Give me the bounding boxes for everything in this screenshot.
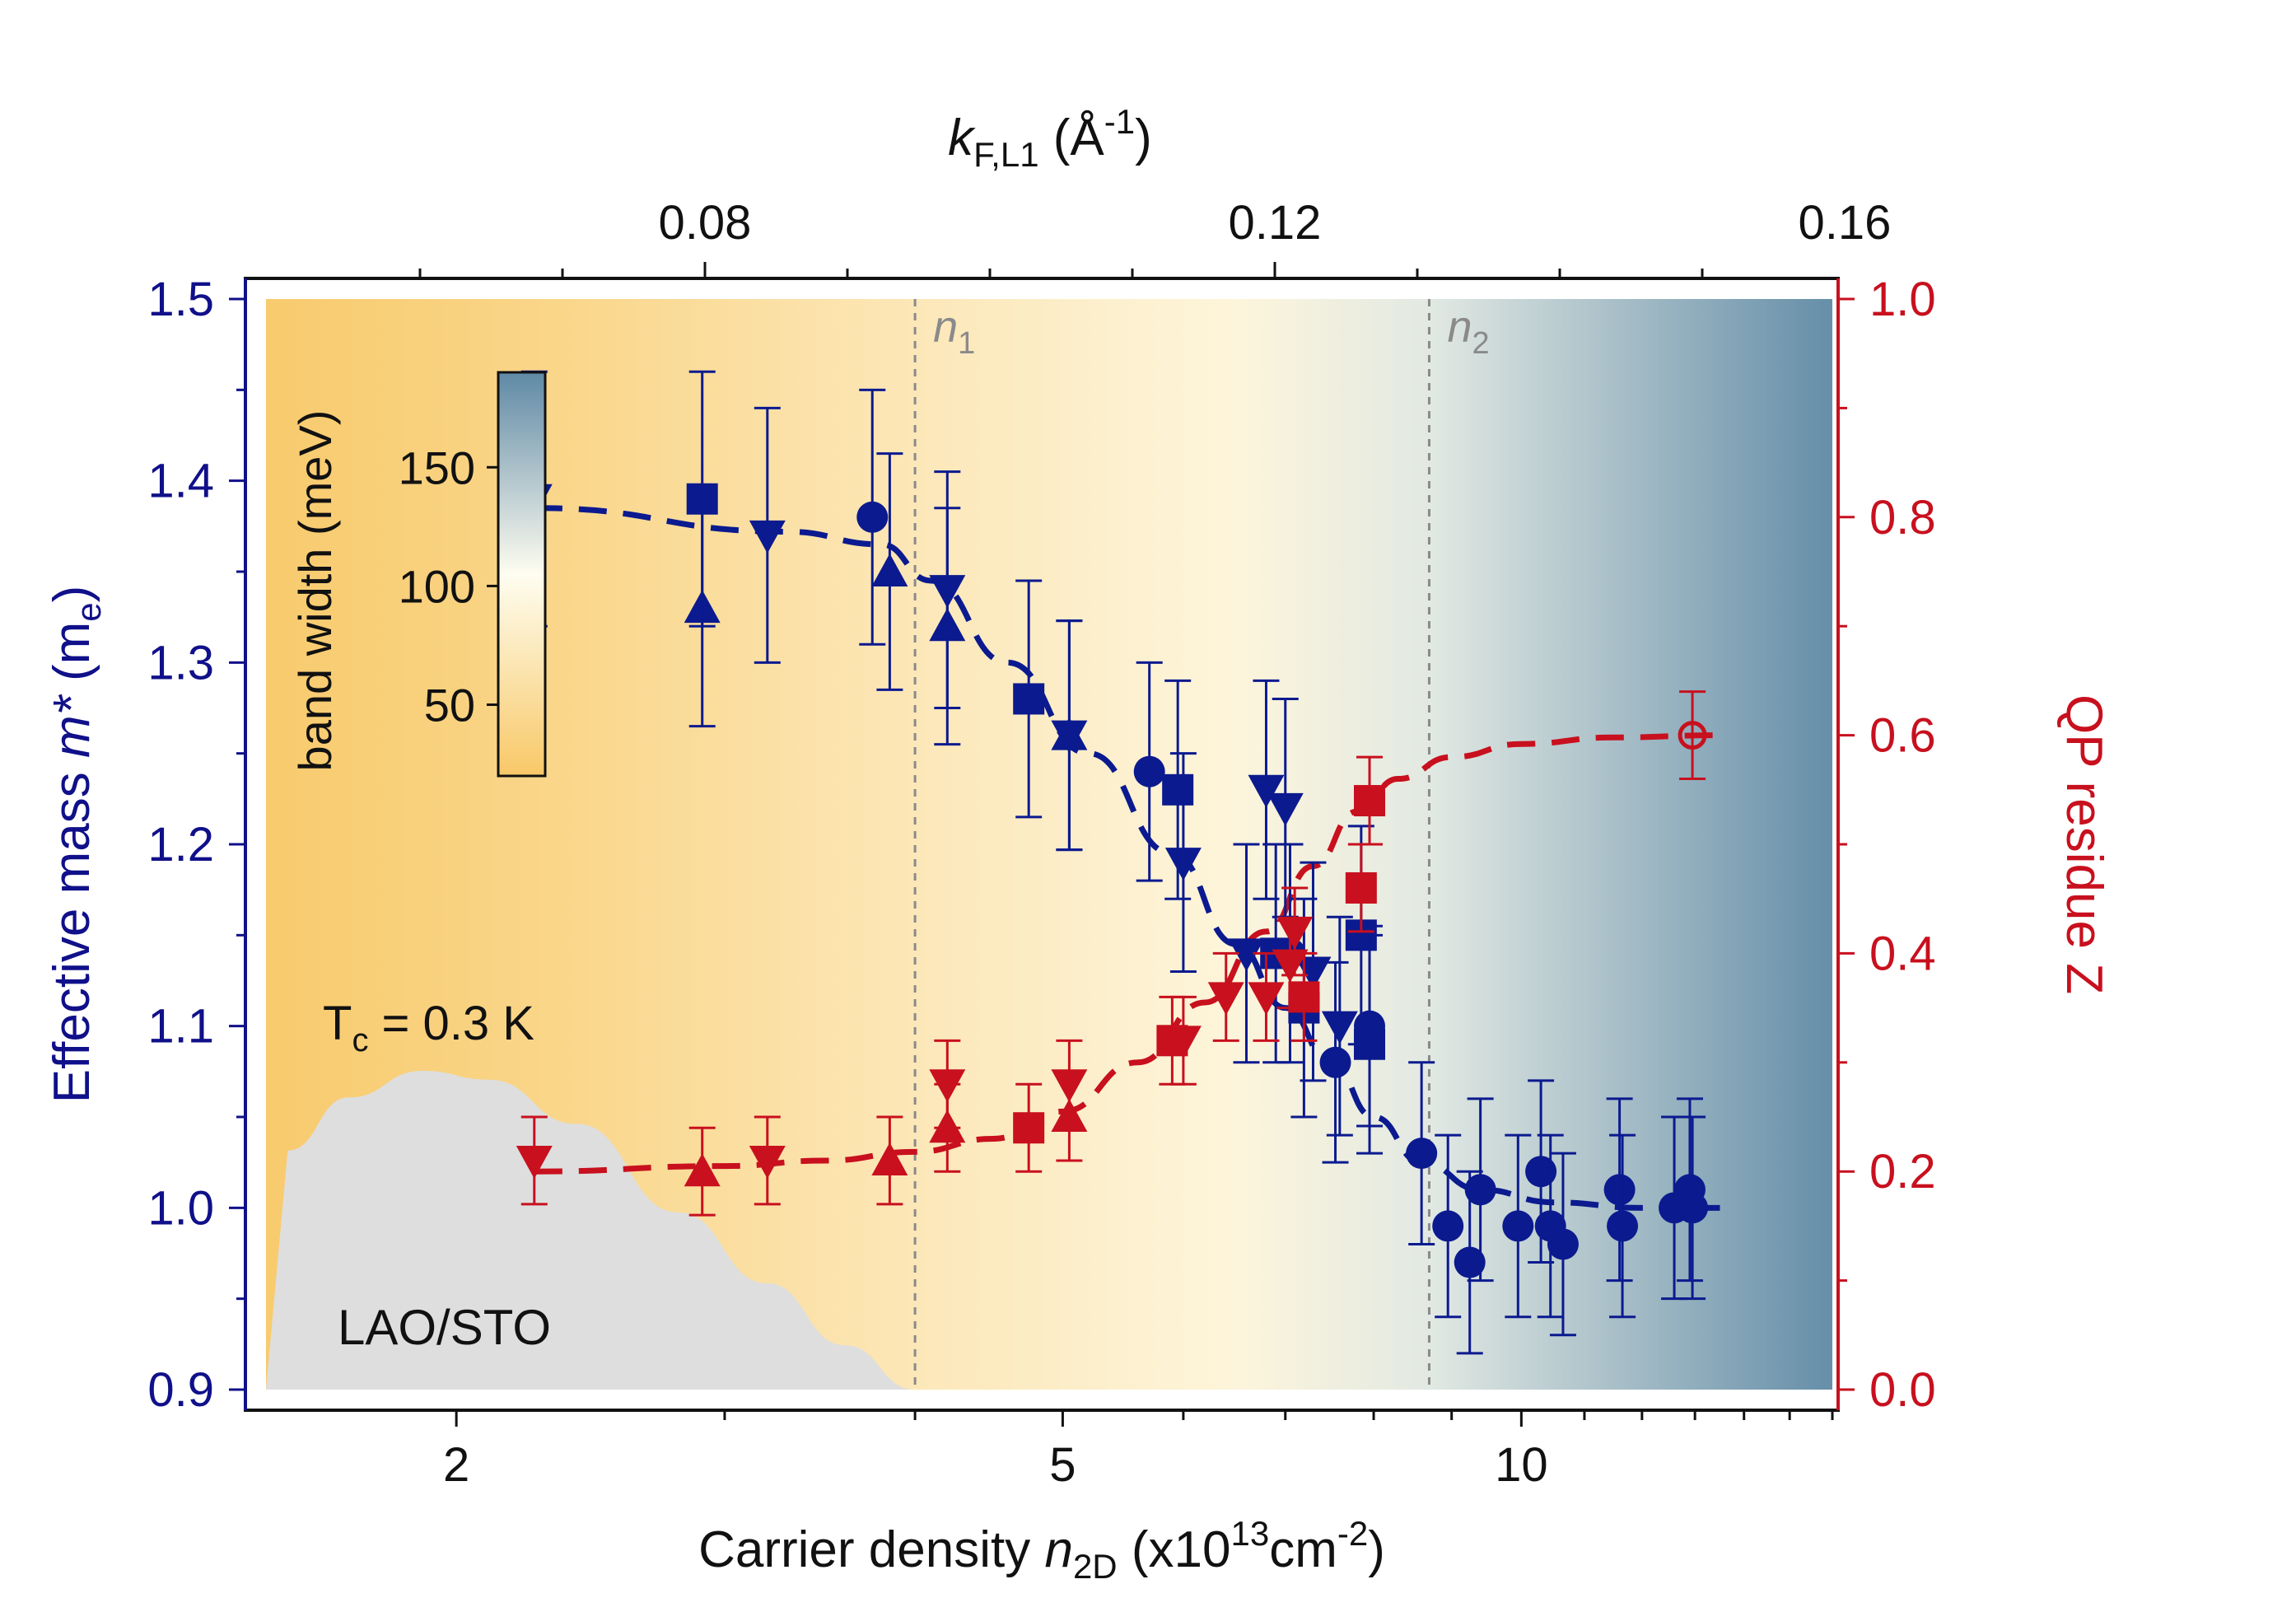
data-point bbox=[1164, 848, 1202, 881]
colorbar-tick-label: 100 bbox=[399, 560, 475, 612]
data-point bbox=[1502, 1210, 1534, 1242]
left-tick-label: 1.1 bbox=[147, 1000, 214, 1054]
sample-label: LAO/STO bbox=[338, 1300, 551, 1355]
data-point bbox=[1678, 721, 1707, 750]
data-point bbox=[856, 501, 889, 533]
axes: 2 5 10 0.08 0.12 0.16 0.9 1.0 1.1 1.2 1.3 1.4 1.5 0.0… bbox=[147, 196, 1935, 1492]
data-point bbox=[929, 608, 966, 642]
data-point bbox=[871, 554, 908, 586]
right-tick-label: 0.4 bbox=[1869, 927, 1936, 980]
data-point bbox=[1207, 982, 1244, 1016]
superconducting-dome bbox=[266, 1071, 916, 1390]
data-point bbox=[684, 1153, 721, 1187]
colorbar-label: band width (meV) bbox=[289, 410, 341, 772]
data-point bbox=[1156, 1025, 1188, 1057]
data-point bbox=[1013, 1112, 1045, 1144]
data-point bbox=[1677, 1192, 1709, 1224]
data-point bbox=[1607, 1210, 1639, 1242]
data-point bbox=[1288, 981, 1320, 1013]
top-axis-label: kF,L1 (Å-1) bbox=[948, 102, 1152, 174]
data-point bbox=[1547, 1228, 1579, 1260]
data-point bbox=[1133, 755, 1165, 787]
top-tick-label: 0.16 bbox=[1799, 196, 1892, 250]
data-point bbox=[1051, 717, 1088, 750]
left-tick-label: 1.3 bbox=[147, 636, 214, 689]
data-point bbox=[1525, 1156, 1557, 1188]
data-point bbox=[1406, 1138, 1438, 1170]
dome-shape bbox=[266, 1071, 916, 1390]
n2-label: n2 bbox=[1447, 302, 1489, 361]
left-axis-label: Effective mass m* (me) bbox=[44, 586, 108, 1104]
data-point bbox=[686, 483, 718, 515]
data-point bbox=[871, 1142, 908, 1175]
data-point bbox=[1248, 774, 1285, 808]
colorbar-tick-label: 150 bbox=[399, 442, 475, 493]
data-point bbox=[1319, 1046, 1351, 1078]
x-tick-label: 10 bbox=[1495, 1438, 1548, 1492]
x-tick-label: 5 bbox=[1049, 1438, 1076, 1492]
series-6 bbox=[1013, 755, 1386, 1173]
left-tick-label: 1.5 bbox=[147, 273, 214, 326]
n1-label: n1 bbox=[933, 302, 975, 361]
data-point bbox=[1354, 785, 1386, 817]
right-tick-label: 1.0 bbox=[1869, 273, 1936, 326]
colorbar: 50 100 150 bbox=[399, 371, 547, 778]
right-tick-label: 0.6 bbox=[1869, 709, 1936, 763]
data-point bbox=[749, 520, 786, 554]
data-point bbox=[516, 1145, 553, 1179]
colorbar-tick-label: 50 bbox=[424, 680, 475, 731]
top-tick-label: 0.08 bbox=[659, 196, 752, 250]
data-point bbox=[1051, 1099, 1088, 1132]
series-3 bbox=[856, 388, 1709, 1355]
data-point bbox=[1272, 949, 1309, 983]
data-point bbox=[1345, 871, 1377, 904]
series-5 bbox=[684, 1072, 1088, 1217]
right-tick-label: 0.8 bbox=[1869, 491, 1936, 544]
data-point bbox=[1162, 773, 1194, 806]
data-point bbox=[1454, 1246, 1486, 1278]
data-markers bbox=[516, 370, 1709, 1355]
x-axis-label: Carrier density n2D (x1013cm-2) bbox=[698, 1514, 1385, 1586]
top-tick-label: 0.12 bbox=[1229, 196, 1322, 250]
right-tick-label: 0.2 bbox=[1869, 1145, 1936, 1198]
left-tick-label: 1.4 bbox=[147, 455, 214, 508]
left-tick-label: 0.9 bbox=[147, 1363, 214, 1417]
data-point bbox=[1321, 1011, 1358, 1044]
data-point bbox=[1013, 683, 1045, 715]
data-point bbox=[929, 1110, 966, 1143]
left-tick-label: 1.0 bbox=[147, 1181, 214, 1235]
data-point bbox=[1276, 916, 1314, 950]
data-point bbox=[1354, 1010, 1386, 1042]
data-point bbox=[749, 1145, 786, 1179]
series-7 bbox=[1678, 690, 1707, 781]
data-point bbox=[1228, 938, 1265, 972]
data-point bbox=[1432, 1210, 1464, 1242]
tc-annotation: Tc = 0.3 K bbox=[323, 997, 534, 1058]
data-point bbox=[1267, 792, 1304, 826]
data-point bbox=[1464, 1174, 1496, 1206]
data-point bbox=[1603, 1174, 1636, 1206]
right-tick-label: 0.0 bbox=[1869, 1363, 1936, 1417]
colorbar-bar bbox=[497, 371, 547, 778]
fit-curve-1 bbox=[534, 732, 1720, 1175]
data-point bbox=[1248, 982, 1285, 1016]
right-axis-label: QP residue Z bbox=[2056, 694, 2112, 994]
x-tick-label: 2 bbox=[443, 1438, 469, 1492]
left-tick-label: 1.2 bbox=[147, 818, 214, 871]
